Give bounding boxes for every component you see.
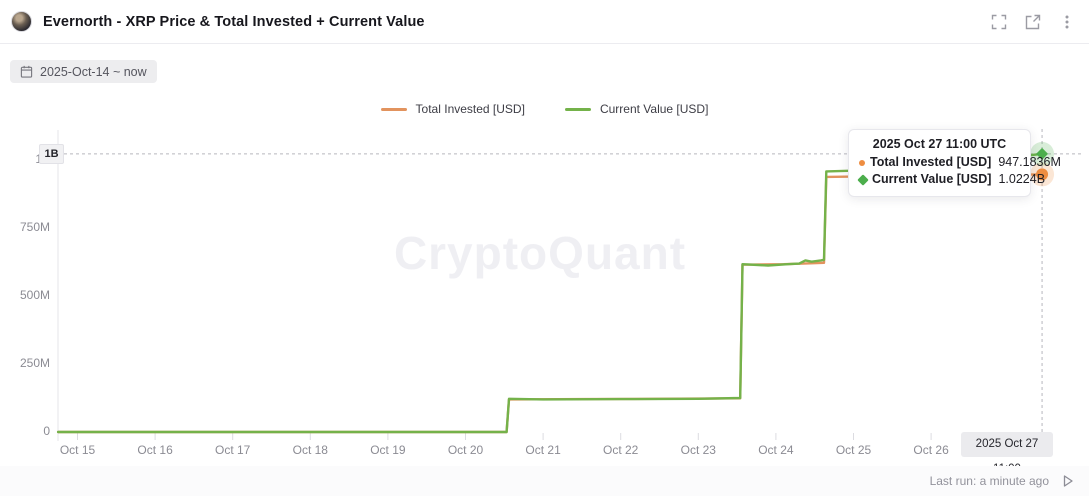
page-title: Evernorth - XRP Price & Total Invested +… (43, 13, 425, 30)
x-tick-label: Oct 22 (603, 443, 639, 457)
x-tick-label: Oct 18 (292, 443, 328, 457)
x-tick-label: Oct 24 (758, 443, 794, 457)
x-tick-label: Oct 20 (447, 443, 484, 457)
x-tick-label: Oct 16 (137, 443, 173, 457)
run-button[interactable] (1061, 474, 1075, 488)
green-diamond-icon (857, 173, 869, 186)
tooltip-series-label: Total Invested [USD] (870, 155, 992, 169)
fullscreen-icon (991, 14, 1007, 30)
tooltip-series-value: 947.1836M (998, 155, 1061, 169)
chart-tooltip: 2025 Oct 27 11:00 UTC Total Invested [US… (848, 129, 1061, 197)
x-tick-label: Oct 21 (525, 443, 561, 457)
orange-dot-icon (859, 159, 865, 166)
y-tick-label: 500M (19, 288, 50, 302)
x-tick-label: Oct 25 (835, 443, 872, 457)
fullscreen-button[interactable] (989, 12, 1009, 32)
legend-label: Total Invested [USD] (415, 102, 525, 116)
legend-swatch-total-invested (380, 107, 407, 111)
open-external-button[interactable] (1023, 12, 1043, 32)
legend-swatch-current-value (564, 107, 591, 111)
header: Evernorth - XRP Price & Total Invested +… (0, 0, 1089, 44)
x-tick-label: Oct 15 (59, 443, 96, 457)
tooltip-series-value: 1.0224B (998, 172, 1046, 186)
external-link-icon (1025, 14, 1041, 30)
crosshair-x-label: 2025 Oct 27 11:00 (961, 432, 1053, 475)
tooltip-row-total-invested: Total Invested [USD] 947.1836M (859, 154, 1061, 171)
last-run-text: Last run: a minute ago (929, 474, 1049, 488)
footer: Last run: a minute ago (0, 466, 1089, 496)
avatar[interactable] (11, 11, 32, 32)
x-tick-label: Oct 23 (680, 443, 716, 457)
x-tick-label: Oct 26 (913, 443, 949, 457)
kebab-menu-icon (1065, 15, 1069, 29)
watermark: CryptoQuant (393, 227, 687, 279)
legend: Total Invested [USD] Current Value [USD] (0, 102, 1089, 116)
tooltip-series-label: Current Value [USD] (872, 172, 992, 186)
calendar-icon (20, 65, 33, 78)
x-tick-label: Oct 19 (370, 443, 406, 457)
date-range-label: 2025-Oct-14 ~ now (40, 64, 147, 79)
y-tick-label: 0 (43, 424, 50, 438)
tooltip-timestamp: 2025 Oct 27 11:00 UTC (872, 137, 1007, 151)
header-actions (989, 0, 1077, 44)
more-options-button[interactable] (1057, 12, 1077, 32)
legend-label: Current Value [USD] (599, 102, 709, 116)
crosshair-y-label: 1B (39, 144, 64, 164)
y-tick-label: 750M (19, 220, 50, 234)
legend-item-total-invested[interactable]: Total Invested [USD] (380, 102, 525, 116)
x-tick-label: Oct 17 (215, 443, 251, 457)
date-range-chip[interactable]: 2025-Oct-14 ~ now (10, 60, 157, 83)
y-tick-label: 250M (19, 356, 50, 370)
play-icon (1063, 475, 1073, 487)
tooltip-row-current-value: Current Value [USD] 1.0224B (857, 171, 1045, 188)
legend-item-current-value[interactable]: Current Value [USD] (564, 102, 709, 116)
